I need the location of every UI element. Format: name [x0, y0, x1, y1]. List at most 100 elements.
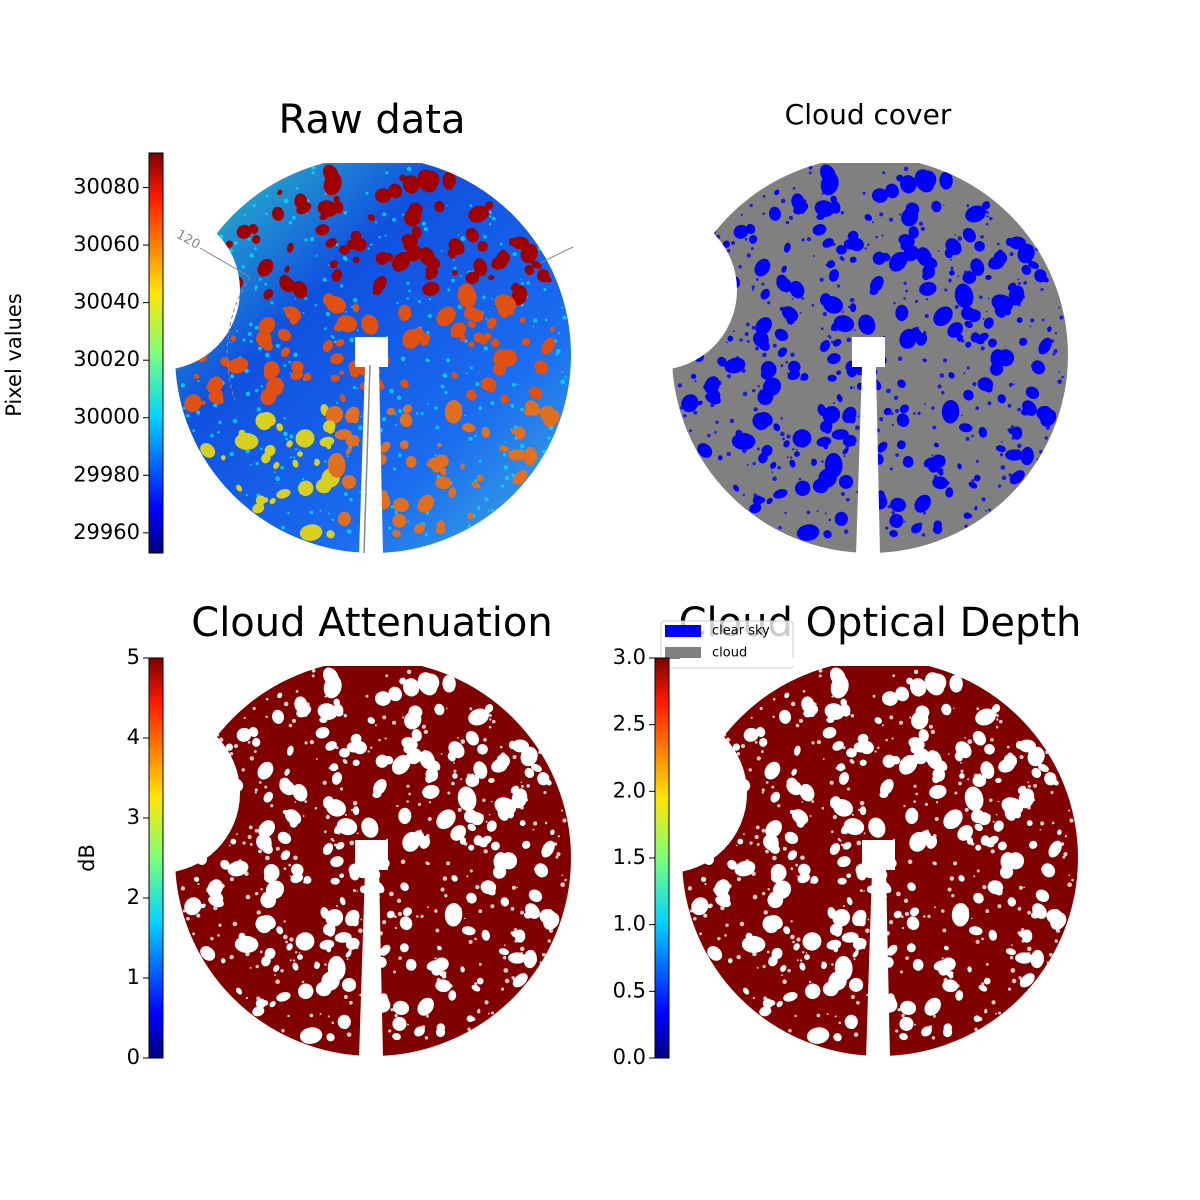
texture-dot — [504, 475, 510, 481]
cloud-blob — [372, 779, 387, 796]
cloud-blob — [451, 372, 458, 379]
cloud-blob — [802, 932, 822, 951]
texture-dot — [547, 939, 552, 943]
texture-dot — [834, 1015, 837, 1018]
cloud-blob — [263, 864, 280, 882]
texture-dot — [920, 226, 926, 232]
texture-dot — [997, 800, 1000, 803]
texture-dot — [513, 425, 518, 429]
texture-dot — [811, 303, 815, 307]
cloud-blob — [975, 844, 982, 851]
texture-dot — [192, 932, 196, 936]
texture-dot — [180, 383, 186, 388]
cloud-blob — [1018, 788, 1035, 809]
cloud-blob — [804, 954, 810, 960]
texture-dot — [516, 886, 519, 889]
texture-dot — [196, 913, 201, 918]
texture-dot — [893, 301, 896, 305]
texture-dot — [755, 278, 759, 281]
texture-dot — [947, 887, 952, 892]
texture-dot — [490, 401, 495, 406]
texture-dot — [889, 715, 894, 720]
texture-dot — [339, 284, 344, 288]
cloud-blob — [236, 727, 252, 742]
cloud-blob — [419, 750, 435, 770]
cloud-blob — [486, 317, 497, 329]
cloud-blob — [477, 240, 488, 252]
cloud-blob — [898, 754, 918, 775]
texture-dot — [406, 297, 409, 300]
cloud-blob — [749, 503, 762, 514]
cloud-blob — [977, 812, 991, 826]
texture-dot — [772, 343, 777, 348]
cloud-blob — [220, 859, 230, 870]
texture-dot — [287, 511, 290, 515]
texture-dot — [995, 725, 999, 729]
cloud-blob — [869, 276, 884, 293]
cloud-blob — [406, 245, 422, 262]
texture-dot — [752, 996, 755, 1000]
texture-dot — [477, 506, 481, 511]
texture-dot — [971, 479, 975, 483]
texture-dot — [739, 921, 745, 927]
cloud-blob — [697, 443, 713, 458]
texture-dot — [816, 740, 822, 745]
texture-dot — [392, 720, 397, 725]
texture-dot — [389, 891, 394, 897]
cloud-blob — [905, 807, 919, 825]
cloud-blob — [314, 961, 321, 968]
texture-dot — [782, 437, 785, 441]
texture-dot — [229, 451, 234, 457]
texture-dot — [425, 861, 429, 865]
texture-dot — [939, 373, 945, 378]
cloud-blob — [784, 831, 799, 844]
texture-dot — [356, 387, 358, 389]
cloud-blob — [481, 426, 491, 438]
texture-dot — [520, 910, 525, 915]
cloud-blob — [345, 950, 352, 958]
texture-dot — [733, 330, 735, 333]
texture-dot — [503, 968, 509, 973]
texture-dot — [816, 1013, 821, 1018]
texture-dot — [249, 966, 252, 969]
cloud-blob — [838, 772, 850, 785]
cloud-blob — [842, 447, 849, 455]
cloud-blob — [822, 238, 834, 248]
texture-dot — [772, 697, 776, 701]
cloud-blob — [831, 356, 840, 362]
texture-dot — [740, 743, 746, 749]
cloud-blob — [514, 426, 526, 440]
texture-dot — [820, 327, 824, 331]
texture-dot — [967, 778, 970, 781]
texture-dot — [315, 758, 318, 760]
texture-dot — [295, 690, 299, 693]
texture-dot — [526, 784, 531, 788]
texture-dot — [482, 798, 486, 803]
texture-dot — [901, 915, 904, 919]
cloud-blob — [336, 818, 358, 836]
cloud-blob — [252, 234, 261, 244]
texture-dot — [782, 846, 787, 851]
cloud-blob — [523, 949, 537, 969]
cloud-blob — [406, 748, 422, 765]
cloud-blob — [200, 903, 206, 909]
cloud-blob — [1009, 470, 1025, 485]
cloud-blob — [735, 429, 743, 437]
cloud-blob — [417, 672, 438, 696]
texture-dot — [538, 750, 543, 755]
cloud-blob — [468, 844, 475, 851]
cloud-blob — [467, 320, 476, 329]
texture-dot — [941, 391, 945, 395]
texture-dot — [358, 928, 363, 934]
cloud-blob — [519, 820, 526, 827]
cloud-blob — [255, 915, 272, 933]
texture-dot — [309, 510, 314, 515]
texture-dot — [304, 297, 308, 300]
cloud-blob — [393, 497, 410, 512]
cloud-blob — [465, 774, 480, 787]
texture-dot — [544, 318, 548, 322]
texture-dot — [378, 235, 381, 239]
texture-dot — [822, 311, 828, 317]
texture-dot — [887, 505, 891, 509]
cloud-blob — [322, 340, 334, 352]
